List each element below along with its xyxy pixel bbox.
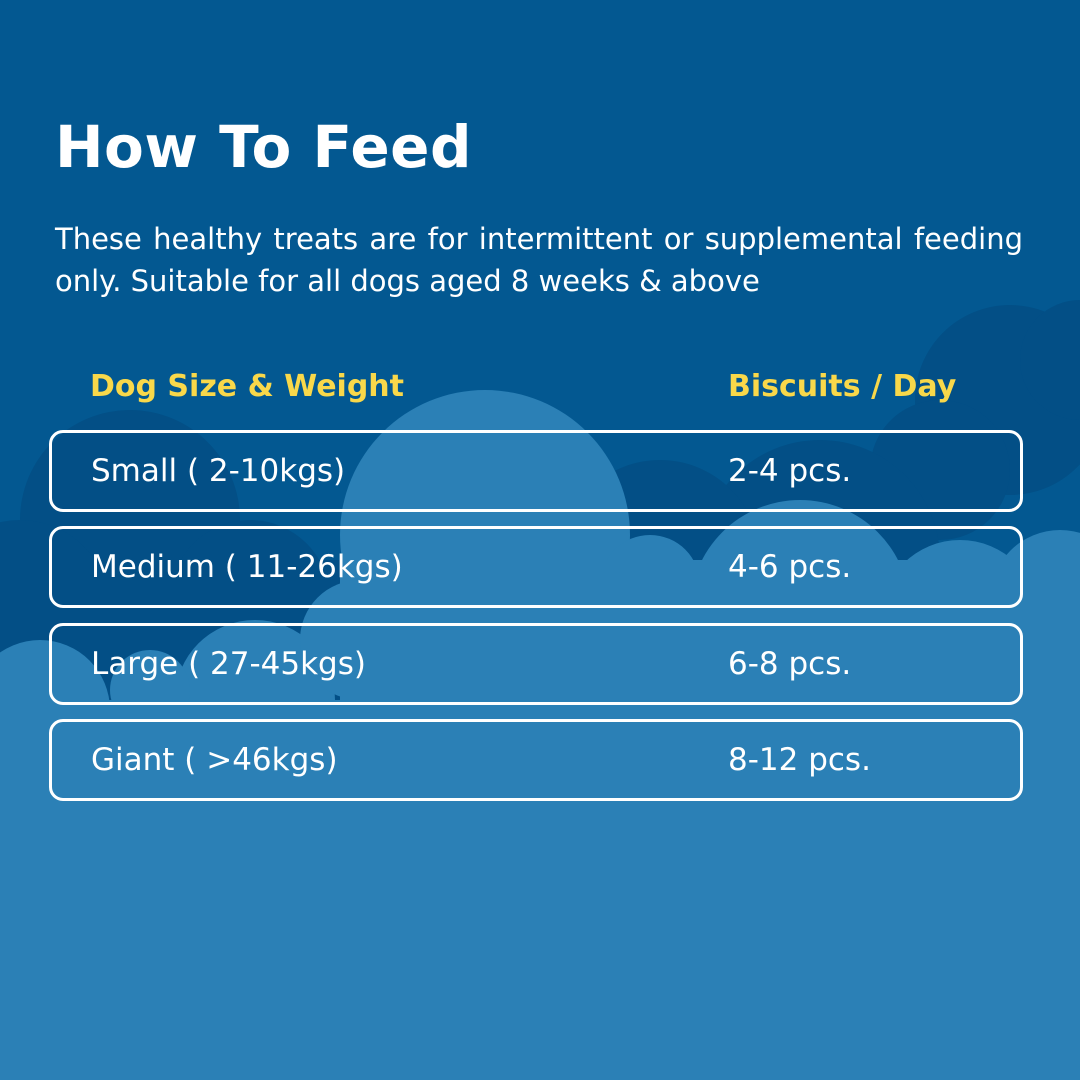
biscuits-per-day-cell: 6-8 pcs. <box>728 646 852 682</box>
table-row: Large ( 27-45kgs) 6-8 pcs. <box>49 623 1023 705</box>
dog-size-cell: Medium ( 11-26kgs) <box>91 549 403 585</box>
description-text: These healthy treats are for intermitten… <box>55 222 1023 298</box>
dog-size-cell: Large ( 27-45kgs) <box>91 646 366 682</box>
biscuits-per-day-cell: 8-12 pcs. <box>728 742 871 778</box>
table-row: Medium ( 11-26kgs) 4-6 pcs. <box>49 526 1023 608</box>
table-row: Small ( 2-10kgs) 2-4 pcs. <box>49 430 1023 512</box>
biscuits-per-day-cell: 2-4 pcs. <box>728 453 852 489</box>
dog-size-cell: Giant ( >46kgs) <box>91 742 338 778</box>
dog-size-cell: Small ( 2-10kgs) <box>91 453 346 489</box>
column-header-quantity: Biscuits / Day <box>728 369 957 404</box>
page-title: How To Feed <box>55 113 473 181</box>
table-row: Giant ( >46kgs) 8-12 pcs. <box>49 719 1023 801</box>
column-header-size: Dog Size & Weight <box>90 369 405 404</box>
biscuits-per-day-cell: 4-6 pcs. <box>728 549 852 585</box>
